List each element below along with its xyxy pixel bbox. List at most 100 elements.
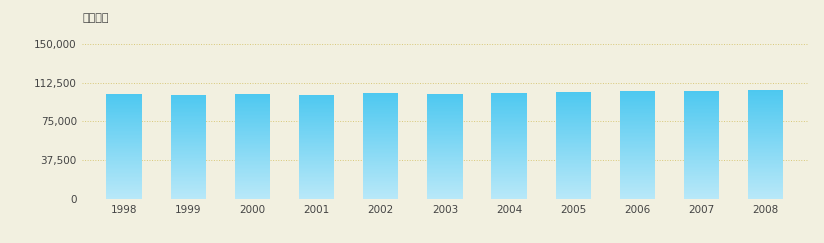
Bar [299, 152, 335, 154]
Bar [235, 190, 270, 191]
Bar [299, 135, 335, 137]
Bar [555, 159, 591, 160]
Bar [299, 172, 335, 173]
Bar [555, 198, 591, 199]
Bar [491, 153, 527, 154]
Bar [491, 93, 527, 94]
Bar [235, 108, 270, 110]
Bar [684, 148, 719, 149]
Bar [620, 120, 655, 121]
Bar [491, 186, 527, 187]
Bar [555, 138, 591, 139]
Bar [363, 130, 399, 132]
Bar [491, 98, 527, 99]
Bar [555, 96, 591, 97]
Bar [748, 111, 784, 112]
Bar [106, 100, 142, 101]
Bar [171, 108, 206, 109]
Bar [106, 190, 142, 191]
Bar [363, 96, 399, 97]
Bar [171, 173, 206, 174]
Bar [491, 177, 527, 178]
Bar [555, 173, 591, 174]
Bar [748, 169, 784, 171]
Bar [171, 190, 206, 191]
Bar [299, 125, 335, 126]
Bar [106, 148, 142, 149]
Bar [555, 100, 591, 102]
Bar [171, 103, 206, 104]
Bar [748, 135, 784, 137]
Bar [555, 123, 591, 124]
Bar [684, 189, 719, 190]
Bar [363, 177, 399, 178]
Bar [106, 164, 142, 165]
Bar [106, 176, 142, 177]
Bar [428, 133, 462, 135]
Bar [428, 132, 462, 133]
Bar [555, 168, 591, 170]
Bar [748, 129, 784, 130]
Bar [299, 165, 335, 167]
Bar [428, 136, 462, 138]
Bar [620, 144, 655, 145]
Bar [171, 112, 206, 113]
Bar [620, 192, 655, 194]
Bar [620, 122, 655, 123]
Bar [748, 122, 784, 123]
Bar [491, 99, 527, 101]
Bar [555, 94, 591, 95]
Bar [555, 176, 591, 178]
Bar [684, 122, 719, 124]
Bar [620, 136, 655, 137]
Bar [171, 156, 206, 157]
Bar [428, 138, 462, 139]
Bar [684, 171, 719, 172]
Bar [620, 156, 655, 157]
Bar [491, 134, 527, 135]
Bar [235, 131, 270, 132]
Bar [171, 133, 206, 134]
Bar [171, 109, 206, 111]
Bar [555, 112, 591, 113]
Bar [106, 127, 142, 129]
Bar [491, 173, 527, 174]
Bar [491, 133, 527, 134]
Bar [428, 174, 462, 176]
Bar [748, 90, 784, 92]
Bar [684, 170, 719, 171]
Bar [171, 143, 206, 145]
Bar [171, 135, 206, 137]
Bar [684, 97, 719, 98]
Bar [171, 184, 206, 185]
Bar [491, 115, 527, 117]
Bar [171, 178, 206, 180]
Bar [491, 142, 527, 143]
Bar [171, 139, 206, 141]
Bar [748, 164, 784, 165]
Bar [299, 133, 335, 134]
Bar [363, 112, 399, 113]
Bar [491, 163, 527, 165]
Bar [620, 101, 655, 102]
Bar [171, 191, 206, 193]
Bar [748, 104, 784, 105]
Bar [235, 177, 270, 178]
Bar [684, 137, 719, 139]
Bar [684, 152, 719, 153]
Bar [363, 106, 399, 108]
Bar [555, 195, 591, 197]
Bar [684, 190, 719, 191]
Bar [235, 182, 270, 183]
Bar [620, 164, 655, 165]
Bar [171, 120, 206, 121]
Bar [363, 189, 399, 190]
Bar [684, 143, 719, 144]
Bar [555, 148, 591, 150]
Bar [684, 156, 719, 157]
Bar [428, 155, 462, 156]
Bar [620, 99, 655, 101]
Bar [620, 182, 655, 183]
Bar [684, 167, 719, 168]
Bar [171, 134, 206, 135]
